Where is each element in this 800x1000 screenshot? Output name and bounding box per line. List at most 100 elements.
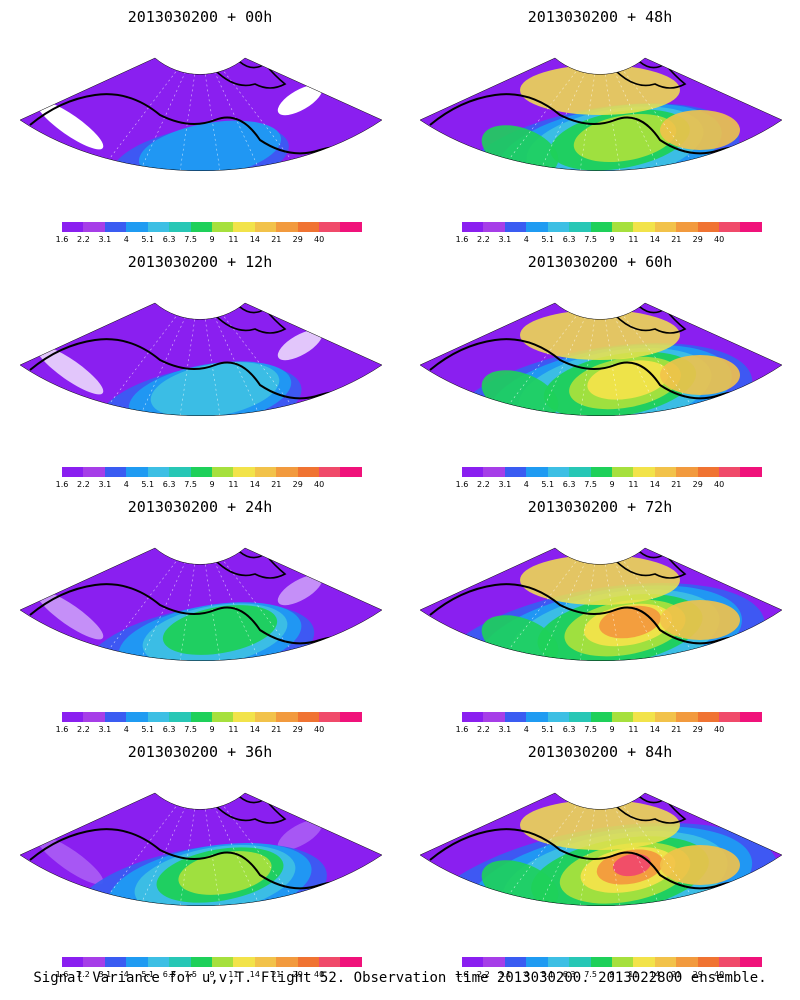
colorbar-swatch (676, 957, 698, 967)
colorbar-swatch (254, 712, 277, 722)
colorbar-swatch (340, 467, 362, 477)
graticule-line (599, 548, 633, 661)
colorbar-swatch (211, 957, 234, 967)
colorbar-tick-label: 2.2 (477, 725, 490, 734)
graticule-line (503, 303, 601, 416)
colorbar-tick-label: 21 (671, 480, 682, 489)
graticule-line (199, 58, 233, 171)
colorbar-swatch (297, 712, 320, 722)
colorbar-tick-label: 3.1 (498, 480, 512, 489)
colorbar-tick-label: 21 (271, 725, 282, 734)
colorbar-tick-label: 40 (714, 480, 725, 489)
colorbar (462, 957, 762, 967)
colorbar-swatch (697, 712, 720, 722)
colorbar-swatch (676, 467, 698, 477)
colorbar (62, 222, 362, 232)
panel-title: 2013030200 + 48h (527, 8, 673, 26)
colorbar-swatch (190, 467, 212, 477)
colorbar-tick-label: 1.6 (55, 725, 69, 734)
colorbar-swatch (547, 712, 570, 722)
colorbar-tick-label: 9 (209, 725, 215, 734)
colorbar-labels: 1.6 2.2 3.1 4 5.1 6.3 7.5 9 11 14 21 29 40 (56, 725, 362, 735)
colorbar-swatch (254, 957, 277, 967)
colorbar-swatch (526, 467, 548, 477)
colorbar-swatch (654, 957, 677, 967)
variance-contour (520, 555, 680, 605)
colorbar-tick-label: 29 (292, 480, 303, 489)
colorbar-swatch (169, 957, 191, 967)
graticule-line (503, 793, 601, 906)
colorbar-swatch (83, 467, 105, 477)
coastline (29, 583, 371, 661)
colorbar-swatch (504, 712, 527, 722)
colorbar-swatch (276, 467, 298, 477)
forecast-panel: 2013030200 + 00h 1.6 2.2 3.1 4 5.1 6.3 7.5 9 11 14… (0, 0, 400, 245)
variance-contour (138, 120, 282, 171)
forecast-panel: 2013030200 + 24h 1.6 2.2 3.1 4 5.1 6.3 7.5 9 11 14… (0, 490, 400, 735)
colorbar-tick-label: 2.2 (477, 235, 490, 244)
colorbar-tick-label: 6.3 (162, 480, 176, 489)
colorbar-tick-label: 2.2 (477, 480, 490, 489)
colorbar-tick-label: 7.5 (184, 480, 197, 489)
variance-map (419, 302, 783, 417)
colorbar-swatch (547, 467, 570, 477)
colorbar-swatch (740, 957, 762, 967)
colorbar-swatch (740, 712, 762, 722)
colorbar-swatch (611, 467, 634, 477)
colorbar-swatch (276, 957, 298, 967)
panel-title: 2013030200 + 24h (127, 498, 273, 516)
colorbar-tick-label: 3.1 (498, 235, 512, 244)
colorbar-swatch (590, 467, 612, 477)
colorbar-tick-label: 29 (292, 235, 303, 244)
colorbar-swatch (340, 957, 362, 967)
colorbar-tick-label: 5.1 (541, 970, 555, 979)
colorbar-swatch (83, 712, 105, 722)
colorbar-tick-label: 14 (249, 725, 260, 734)
colorbar-labels: 1.6 2.2 3.1 4 5.1 6.3 7.5 9 11 14 21 29 40 (56, 480, 362, 490)
colorbar-swatch (547, 957, 570, 967)
graticule-line (199, 548, 297, 661)
colorbar-tick-label: 7.5 (184, 970, 197, 979)
colorbar-tick-label: 3.1 (98, 725, 112, 734)
graticule-line (567, 303, 601, 416)
colorbar-swatch (719, 222, 741, 232)
panel-title: 2013030200 + 84h (527, 743, 673, 761)
forecast-panel: 2013030200 + 60h 1.6 2.2 3.1 4 5.1 6.3 7.5 9 11 14… (400, 245, 800, 490)
colorbar-swatch (126, 712, 148, 722)
colorbar-swatch (611, 957, 634, 967)
colorbar-tick-label: 40 (314, 235, 325, 244)
colorbar-swatch (62, 712, 84, 722)
graticule-line (167, 58, 201, 171)
graticule-line (599, 303, 697, 416)
graticule-line (567, 58, 601, 171)
colorbar-tick-label: 4 (123, 480, 129, 489)
colorbar-swatch (483, 467, 505, 477)
colorbar-tick-label: 9 (209, 970, 215, 979)
colorbar-labels: 1.6 2.2 3.1 4 5.1 6.3 7.5 9 11 14 21 29 40 (456, 235, 762, 245)
colorbar-swatch (483, 222, 505, 232)
colorbar-tick-label: 11 (628, 970, 639, 979)
colorbar-tick-label: 9 (209, 480, 215, 489)
colorbar-swatch (740, 222, 762, 232)
colorbar-tick-label: 6.3 (162, 970, 176, 979)
colorbar-tick-label: 11 (228, 725, 239, 734)
graticule-line (599, 58, 633, 171)
colorbar-tick-label: 9 (209, 235, 215, 244)
colorbar-tick-label: 14 (649, 480, 660, 489)
colorbar-tick-label: 6.3 (562, 970, 576, 979)
colorbar-tick-label: 11 (628, 725, 639, 734)
colorbar-swatch (719, 712, 741, 722)
colorbar-swatch (462, 222, 484, 232)
colorbar-swatch (147, 467, 170, 477)
forecast-panel: 2013030200 + 12h 1.6 2.2 3.1 4 5.1 6.3 7.5 9 11 14… (0, 245, 400, 490)
colorbar-swatch (719, 957, 741, 967)
colorbar-swatch (569, 957, 591, 967)
colorbar-tick-label: 14 (649, 235, 660, 244)
variance-contour (277, 329, 323, 361)
colorbar-swatch (233, 222, 255, 232)
colorbar-swatch (254, 467, 277, 477)
colorbar-tick-label: 14 (249, 970, 260, 979)
graticule-line (199, 793, 233, 906)
colorbar-tick-label: 11 (628, 480, 639, 489)
colorbar-tick-label: 7.5 (584, 480, 597, 489)
